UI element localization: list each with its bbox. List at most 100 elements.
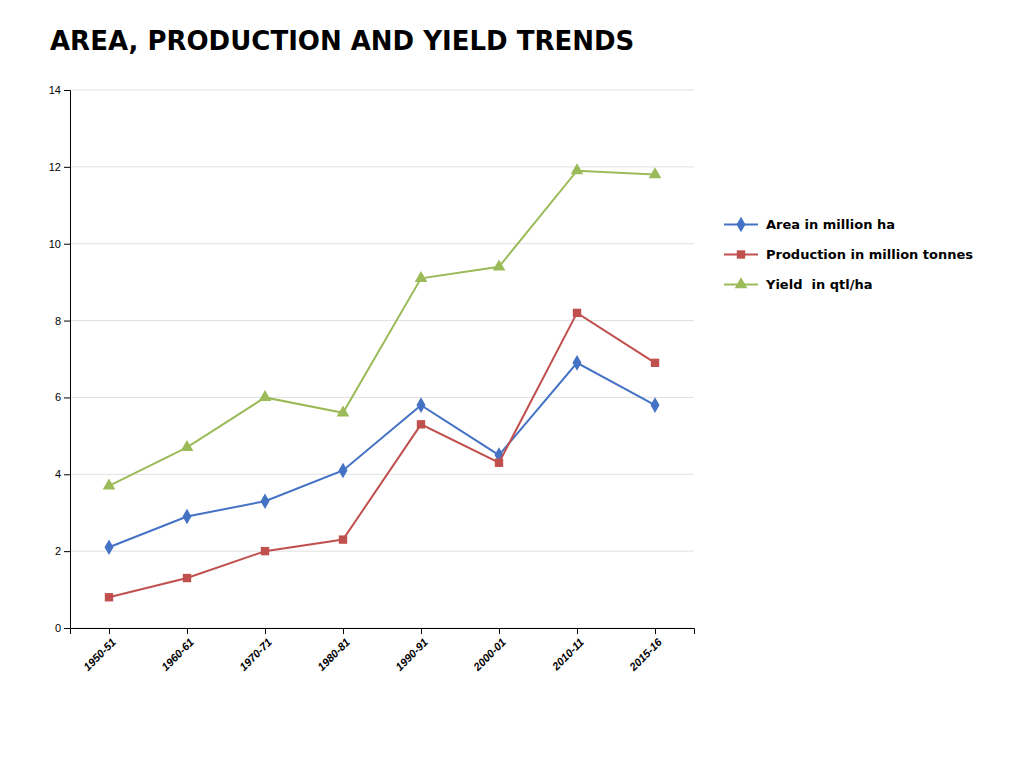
legend-item: Area in million ha	[724, 217, 895, 233]
y-tick-mark	[64, 397, 70, 398]
y-tick: 12	[49, 161, 70, 173]
x-tick-mark	[265, 628, 266, 634]
x-tick: 1960-61	[159, 628, 196, 673]
series-marker	[573, 309, 581, 317]
series-marker	[649, 167, 662, 178]
y-tick: 8	[55, 315, 70, 327]
legend-marker	[737, 217, 746, 233]
series-marker	[417, 420, 425, 428]
y-tick-mark	[64, 628, 70, 629]
series-marker	[417, 397, 426, 413]
series-marker	[183, 509, 192, 525]
x-tick-mark	[109, 628, 110, 634]
x-tick-mark	[655, 628, 656, 634]
y-tick: 0	[55, 622, 70, 634]
series-line	[109, 313, 655, 597]
y-tick: 2	[55, 545, 70, 557]
legend-marker	[737, 250, 745, 258]
x-tick: 2000-01	[470, 628, 508, 674]
y-tick-mark	[64, 90, 70, 91]
legend-label: Area in million ha	[766, 217, 895, 232]
x-tick-mark	[499, 628, 500, 634]
y-tick-label: 14	[49, 84, 61, 96]
y-axis-line	[64, 91, 71, 629]
x-tick: 1970-71	[237, 628, 274, 673]
y-tick: 10	[49, 238, 70, 250]
legend-marker	[735, 277, 748, 288]
grid-line	[70, 243, 694, 244]
grid-line	[70, 551, 694, 552]
x-tick: 1980-81	[315, 628, 352, 673]
series-marker	[181, 440, 194, 451]
x-tick-mark	[577, 628, 578, 634]
series-marker	[573, 355, 582, 371]
series-marker	[103, 478, 116, 489]
grid-line	[70, 166, 694, 167]
series-marker	[571, 163, 584, 174]
x-tick: 2010-11	[549, 628, 586, 673]
y-tick-label: 2	[55, 545, 61, 557]
y-tick-mark	[64, 551, 70, 552]
series-marker	[183, 574, 191, 582]
series-line	[109, 363, 655, 547]
series-marker	[651, 359, 659, 367]
y-tick: 6	[55, 391, 70, 403]
y-tick-label: 10	[49, 238, 61, 250]
series	[105, 309, 659, 602]
grid-line	[70, 90, 694, 91]
series-marker	[415, 271, 428, 282]
x-tick-label: 1960-61	[159, 636, 196, 673]
series	[103, 163, 662, 489]
y-tick-mark	[64, 244, 70, 245]
x-tick-label: 1990-91	[393, 636, 430, 673]
series-marker	[259, 390, 272, 401]
x-tick-label: 2010-11	[549, 636, 586, 673]
x-tick-label: 2015-16	[626, 635, 664, 673]
x-tick: 2015-16	[626, 628, 664, 674]
series-marker	[105, 540, 114, 556]
series-marker	[493, 259, 506, 270]
y-tick-label: 12	[49, 161, 61, 173]
x-tick-label: 1970-71	[237, 636, 274, 673]
x-tick: 1990-91	[393, 628, 430, 673]
legend: Area in million ha Production in million …	[724, 217, 973, 292]
plot: 024681012141950-511960-611970-711980-811…	[49, 84, 695, 674]
grid-line	[70, 397, 694, 398]
series-marker	[261, 493, 270, 509]
legend-label: Yield in qtl/ha	[765, 277, 873, 292]
series-marker	[337, 405, 350, 416]
series	[105, 355, 660, 555]
y-tick-label: 0	[55, 622, 61, 634]
y-tick-label: 4	[55, 468, 61, 480]
title: AREA, PRODUCTION AND YIELD TRENDS	[50, 26, 634, 56]
chart: AREA, PRODUCTION AND YIELD TRENDS 0 2 4 6 8 10…	[0, 0, 1024, 768]
y-tick: 4	[55, 468, 70, 480]
grid-line	[70, 474, 694, 475]
series-marker	[105, 593, 113, 601]
grid-line	[70, 320, 694, 321]
series-marker	[339, 463, 348, 479]
x-axis-line	[71, 629, 695, 635]
y-axis: 0 2 4 6 8 10 12 14	[49, 84, 71, 634]
x-tick-label: 2000-01	[470, 636, 508, 674]
y-tick-mark	[64, 321, 70, 322]
grid	[70, 90, 694, 628]
marks	[103, 163, 662, 601]
x-tick-mark	[343, 628, 344, 634]
legend-item: Yield in qtl/ha	[724, 277, 873, 292]
series-marker	[261, 547, 269, 555]
series-marker	[339, 535, 347, 543]
legend-label: Production in million tonnes	[766, 247, 973, 262]
y-tick-mark	[64, 167, 70, 168]
series-marker	[651, 397, 660, 413]
y-tick-label: 6	[55, 391, 61, 403]
x-tick-label: 1950-51	[81, 636, 118, 673]
x-tick-label: 1980-81	[315, 636, 352, 673]
x-axis: 1950-51 1960-61 1970-71 1980-81 1990-91 2000-…	[71, 628, 695, 674]
x-tick-mark	[187, 628, 188, 634]
y-tick-mark	[64, 474, 70, 475]
x-tick-mark	[421, 628, 422, 634]
series-line	[109, 171, 655, 486]
legend-item: Production in million tonnes	[724, 247, 973, 262]
y-tick-label: 8	[55, 315, 61, 327]
